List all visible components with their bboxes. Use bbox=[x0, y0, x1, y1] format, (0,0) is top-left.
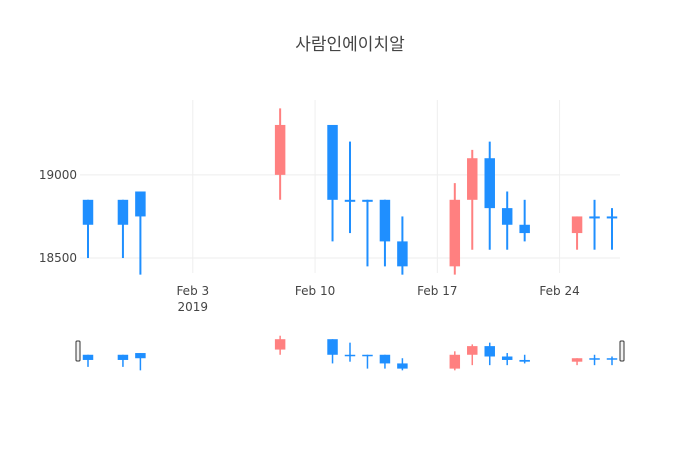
grid-layer bbox=[80, 100, 620, 273]
slider-candle bbox=[274, 335, 286, 355]
slider-handle-right[interactable] bbox=[619, 340, 625, 362]
candle bbox=[484, 141, 495, 250]
candle-body bbox=[606, 216, 618, 219]
slider-candle bbox=[501, 353, 513, 366]
slider-candle bbox=[117, 354, 129, 367]
x-tick-label: Feb 17 bbox=[417, 284, 457, 298]
candle-body bbox=[484, 158, 495, 209]
slider-candle-body bbox=[397, 363, 408, 369]
candle-body bbox=[327, 124, 338, 200]
slider-candle-body bbox=[82, 354, 94, 360]
slider-candle bbox=[606, 356, 618, 366]
x-tick-label: Feb 24 bbox=[539, 284, 579, 298]
x-axis: Feb 3 Feb 10 Feb 17 Feb 24 2019 bbox=[176, 284, 579, 314]
slider-candle bbox=[589, 354, 600, 366]
x-tick-year: 2019 bbox=[178, 300, 209, 314]
candle bbox=[274, 108, 286, 200]
candle-body bbox=[135, 191, 146, 217]
candle bbox=[82, 199, 94, 259]
candle-body bbox=[344, 199, 356, 202]
candle bbox=[519, 199, 530, 242]
slider-candle bbox=[519, 354, 530, 364]
slider-candle bbox=[344, 342, 356, 362]
candle bbox=[362, 199, 373, 267]
slider-candle-body bbox=[135, 353, 146, 359]
slider-candle-body bbox=[362, 354, 373, 357]
slider-candle bbox=[362, 354, 373, 369]
candle bbox=[117, 199, 129, 259]
candle bbox=[379, 199, 391, 267]
slider-candle-body bbox=[449, 354, 461, 369]
slider-candle bbox=[467, 344, 478, 366]
slider-candle-body bbox=[274, 339, 286, 350]
candle-body bbox=[519, 224, 530, 234]
candle bbox=[135, 191, 146, 275]
candle bbox=[327, 124, 338, 242]
slider-candle-body bbox=[344, 354, 356, 357]
slider-candle bbox=[82, 354, 94, 367]
slider-candle-body bbox=[117, 354, 129, 360]
slider-candle-body bbox=[519, 359, 530, 362]
slider-candle bbox=[449, 351, 461, 371]
candle-body bbox=[501, 208, 513, 225]
candle-body bbox=[571, 216, 583, 234]
slider-candle-body bbox=[379, 354, 391, 364]
y-tick-label: 19000 bbox=[39, 168, 77, 182]
candle-body bbox=[397, 241, 408, 267]
slider-candle bbox=[484, 342, 495, 366]
slider-candle bbox=[397, 358, 408, 371]
candle bbox=[571, 216, 583, 250]
candle bbox=[449, 183, 461, 275]
slider-handle-left[interactable] bbox=[75, 340, 81, 362]
slider-candle bbox=[327, 339, 338, 364]
candle bbox=[606, 208, 618, 250]
candle-body bbox=[362, 199, 373, 202]
slider-candle-body bbox=[501, 356, 513, 360]
candle-body bbox=[467, 158, 478, 200]
slider-candle-body bbox=[484, 346, 495, 357]
candle-body bbox=[379, 199, 391, 242]
slider-candle-body bbox=[467, 346, 478, 355]
y-axis: 18500 19000 bbox=[39, 168, 77, 265]
candle bbox=[467, 149, 478, 250]
chart-title: 사람인에이치알 bbox=[295, 35, 405, 55]
candle bbox=[344, 141, 356, 234]
y-tick-label: 18500 bbox=[39, 251, 77, 265]
x-tick-label: Feb 10 bbox=[295, 284, 335, 298]
candle bbox=[589, 199, 600, 250]
slider-candle bbox=[571, 358, 583, 366]
candles bbox=[82, 108, 618, 275]
slider-candle bbox=[379, 354, 391, 369]
range-slider[interactable] bbox=[75, 335, 625, 371]
x-tick-label: Feb 3 bbox=[176, 284, 209, 298]
candle-body bbox=[589, 216, 600, 219]
candle-body bbox=[449, 199, 461, 267]
slider-candle-body bbox=[571, 358, 583, 362]
candle bbox=[501, 191, 513, 250]
candle bbox=[397, 216, 408, 275]
slider-candle-body bbox=[606, 358, 618, 360]
slider-candle-body bbox=[327, 339, 338, 355]
slider-candle-body bbox=[589, 358, 600, 360]
candle-body bbox=[117, 199, 129, 225]
candle-body bbox=[82, 199, 94, 225]
slider-candle bbox=[135, 353, 146, 371]
candle-body bbox=[274, 124, 286, 175]
